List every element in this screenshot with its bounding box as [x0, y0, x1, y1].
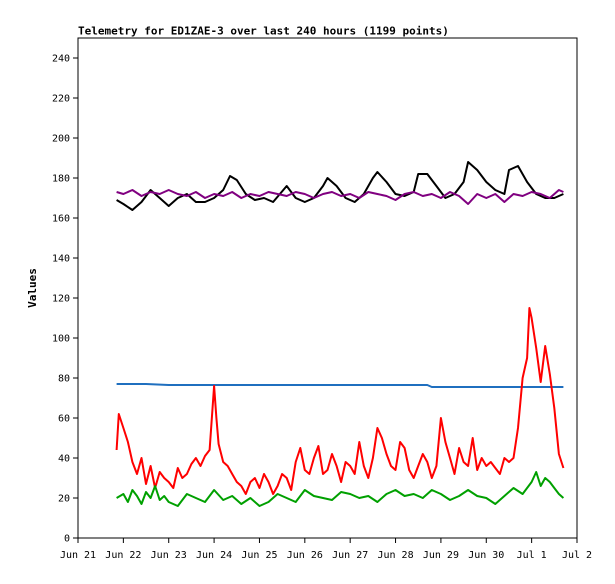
y-tick-label: 100 [52, 334, 70, 345]
y-tick-label: 160 [52, 214, 70, 225]
x-tick-label: Jul 1 [517, 550, 547, 561]
y-tick-label: 200 [52, 134, 70, 145]
y-tick-label: 120 [52, 294, 70, 305]
y-tick-label: 20 [58, 494, 70, 505]
chart-title: Telemetry for ED1ZAE-3 over last 240 hou… [78, 25, 449, 38]
series-line-1 [116, 161, 564, 211]
y-axis: 0 20 40 60 80 100 120 140 160 180 200 220 240 [52, 54, 78, 545]
x-tick-label: Jul 2 [562, 550, 592, 561]
y-tick-label: 60 [58, 414, 70, 425]
x-tick-label: Jun 24 [196, 550, 232, 561]
plot-frame [77, 37, 578, 539]
x-tick-label: Jun 25 [241, 550, 277, 561]
x-tick-label: Jun 29 [423, 550, 459, 561]
series-layer [115, 161, 565, 507]
x-tick-label: Jun 21 [60, 550, 96, 561]
x-tick-label: Jun 26 [287, 550, 323, 561]
y-tick-label: 220 [52, 94, 70, 105]
x-tick-label: Jun 23 [151, 550, 187, 561]
y-tick-label: 140 [52, 254, 70, 265]
y-tick-label: 0 [64, 534, 70, 545]
x-tick-label: Jun 30 [468, 550, 504, 561]
x-tick-label: Jun 27 [332, 550, 368, 561]
y-axis-title: Values [26, 268, 39, 308]
y-tick-label: 40 [58, 454, 70, 465]
y-tick-label: 240 [52, 54, 70, 65]
series-line-3 [116, 383, 564, 388]
series-line-2 [116, 189, 564, 205]
x-tick-label: Jun 22 [105, 550, 141, 561]
series-line-5 [116, 471, 565, 507]
y-tick-label: 80 [58, 374, 70, 385]
y-tick-label: 180 [52, 174, 70, 185]
series-line-4 [115, 307, 565, 495]
x-axis: Jun 21 Jun 22 Jun 23 Jun 24 Jun 25 Jun 26 Jun … [60, 538, 592, 561]
x-tick-label: Jun 28 [377, 550, 413, 561]
